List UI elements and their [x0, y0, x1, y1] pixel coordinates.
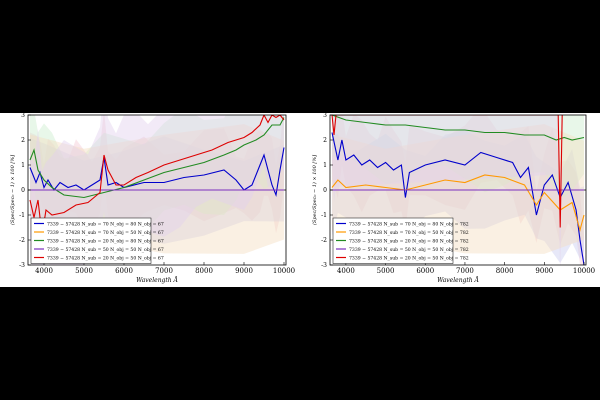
x-tick-label: 4000 — [35, 267, 53, 275]
x-tick-label: 10000 — [573, 267, 595, 275]
x-tick-label: 5000 — [377, 267, 395, 275]
legend-label-4: 7339 − 57428 N_sub = 50 N_obj = 50 N_obj… — [47, 247, 164, 253]
y-tick-label: -1 — [19, 212, 25, 219]
legend-label-1: 7339 − 57428 N_sub = 70 N_obj = 80 N_obj… — [47, 221, 164, 227]
x-tick-label: 7000 — [155, 267, 173, 275]
series-line-3 — [29, 117, 285, 199]
x-tick-label: 4000 — [337, 267, 355, 275]
series-line-2 — [331, 174, 585, 233]
y-axis-label: (Spec/Spec₀ − 1) × 100 [%] — [311, 155, 318, 225]
error-band — [332, 115, 563, 265]
legend-box — [332, 217, 454, 264]
y-tick-label: 3 — [21, 112, 25, 119]
x-tick-label: 9000 — [535, 267, 553, 275]
x-tick-label: 9000 — [235, 267, 253, 275]
legend-label-1: 7339 − 57428 N_sub = 70 N_obj = 80 N_obj… — [349, 221, 469, 227]
legend-label-2: 7339 − 57428 N_sub = 70 N_obj = 50 N_obj… — [349, 230, 469, 236]
legend-label-3: 7339 − 57428 N_sub = 20 N_obj = 80 N_obj… — [349, 238, 469, 244]
x-tick-label: 7000 — [456, 267, 474, 275]
x-axis-label: Wavelength Å — [437, 276, 479, 284]
series-line-5 — [331, 115, 563, 228]
x-tick-label: 8000 — [195, 267, 213, 275]
legend-label-5: 7339 − 57428 N_sub = 20 N_obj = 50 N_obj… — [349, 255, 469, 261]
y-tick-label: 0 — [323, 187, 327, 194]
y-tick-label: -3 — [19, 262, 25, 269]
legend-label-5: 7339 − 57428 N_sub = 20 N_obj = 50 N_obj… — [47, 255, 164, 261]
y-tick-label: -2 — [321, 237, 327, 244]
y-tick-label: 3 — [323, 112, 327, 119]
legend-label-2: 7339 − 57428 N_sub = 70 N_obj = 50 N_obj… — [47, 230, 164, 236]
error-band — [332, 115, 584, 198]
y-axis-label: (Spec/Spec₀ − 1) × 100 [%] — [9, 155, 16, 225]
y-tick-label: 2 — [21, 137, 25, 144]
x-tick-label: 10000 — [273, 267, 295, 275]
y-tick-label: 0 — [21, 187, 25, 194]
y-tick-label: 1 — [21, 162, 25, 169]
series-line-5 — [29, 115, 285, 236]
chart-panel-1: 4000 5000 6000 7000 8000 9000 10000 -3 -2 -1 0 1 2 3 W… — [9, 112, 295, 284]
legend-label-3: 7339 − 57428 N_sub = 20 N_obj = 80 N_obj… — [47, 238, 164, 244]
x-tick-label: 8000 — [496, 267, 514, 275]
x-axis-label: Wavelength Å — [136, 276, 178, 284]
x-tick-label: 5000 — [75, 267, 93, 275]
error-band — [30, 115, 284, 248]
legend-box — [30, 217, 152, 264]
y-tick-label: -1 — [321, 212, 327, 219]
x-tick-label: 6000 — [416, 267, 434, 275]
y-tick-label: -3 — [321, 262, 327, 269]
series-line-3 — [331, 115, 585, 141]
y-tick-label: 1 — [323, 162, 327, 169]
series-line-1 — [331, 132, 585, 265]
chart-panel-2: 4000 5000 6000 7000 8000 9000 10000 -3 -2 -1 0 1 2 3 W… — [311, 112, 595, 284]
y-tick-label: 2 — [323, 137, 327, 144]
x-tick-label: 6000 — [115, 267, 133, 275]
y-tick-label: -2 — [19, 237, 25, 244]
legend-label-4: 7339 − 57428 N_sub = 50 N_obj = 50 N_obj… — [349, 247, 469, 253]
